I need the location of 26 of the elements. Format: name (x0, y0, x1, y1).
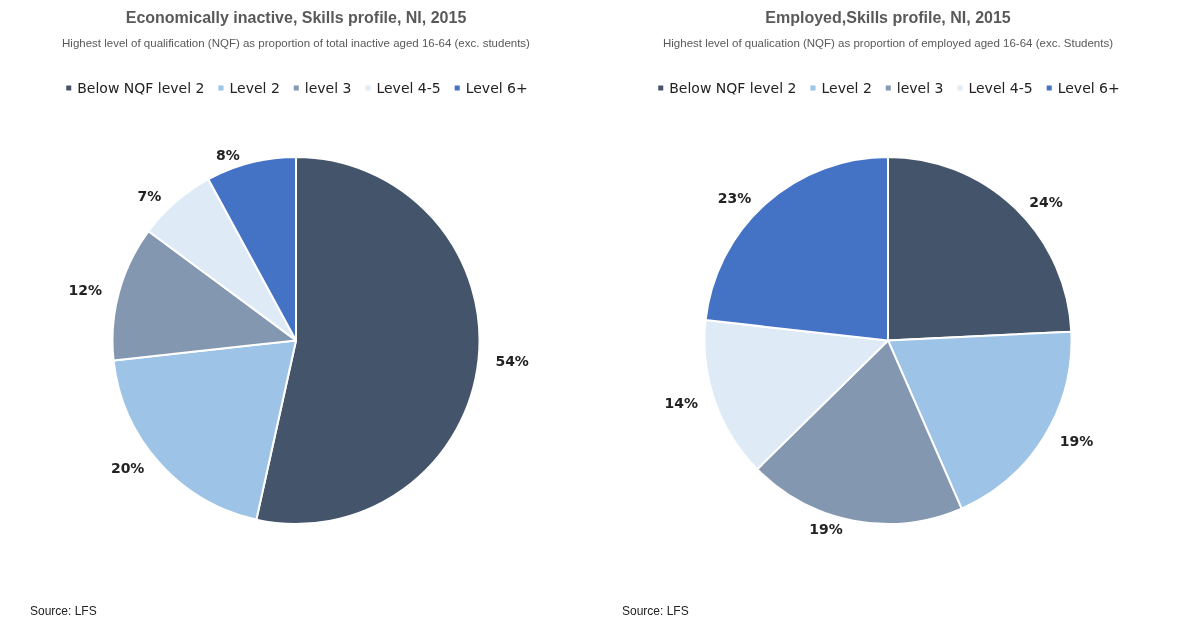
legend-label: level 3 (304, 80, 352, 96)
data-label: 19% (1059, 433, 1094, 450)
data-label: 54% (495, 353, 529, 370)
data-label: 20% (110, 460, 145, 477)
chart-subtitle: Highest level of qualification (NQF) as proportion of total inactive aged 16-64 (exc. students) (62, 37, 531, 49)
legend-label: level 3 (896, 80, 944, 96)
legend-label: Level 4-5 (376, 80, 441, 96)
source-note: Source: LFS (30, 604, 97, 618)
legend-label: Below NQF level 2 (669, 80, 797, 96)
legend-label: Level 6+ (1057, 80, 1120, 96)
data-label: 7% (137, 187, 162, 204)
data-label: 19% (809, 520, 843, 537)
data-label: 24% (1029, 193, 1063, 210)
legend-label: Level 2 (821, 80, 872, 96)
legend-label: Level 2 (229, 80, 280, 96)
legend-label: Level 6+ (465, 80, 528, 96)
source-note: Source: LFS (622, 604, 689, 618)
data-label: 23% (717, 189, 752, 206)
legend-label: Level 4-5 (968, 80, 1033, 96)
legend-label: Below NQF level 2 (77, 80, 205, 96)
chart-title: Economically inactive, Skills profile, NI, 2015 (125, 8, 467, 26)
data-label: 12% (68, 282, 103, 299)
chart-subtitle: Highest level of qualication (NQF) as proportion of employed aged 16-64 (exc. Students) (662, 37, 1114, 49)
chart-title: Employed,Skills profile, NI, 2015 (765, 8, 1011, 26)
data-label: 8% (216, 146, 240, 163)
data-label: 14% (664, 395, 699, 412)
